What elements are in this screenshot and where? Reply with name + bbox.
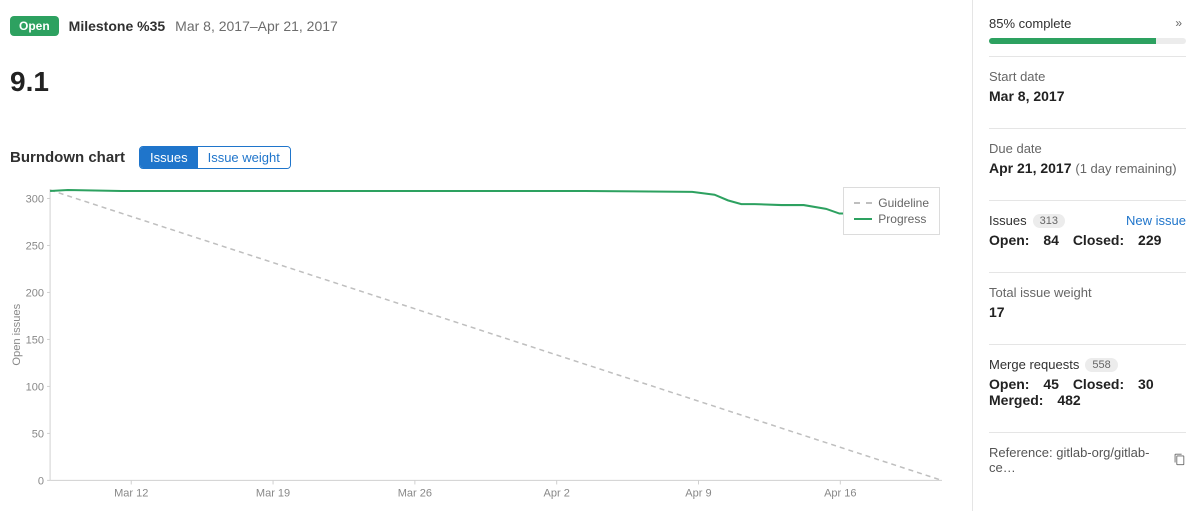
mr-count-badge: 558 <box>1085 358 1117 372</box>
issues-count-badge: 313 <box>1033 214 1065 228</box>
due-date-text: Apr 21, 2017 <box>989 160 1072 176</box>
weight-label: Total issue weight <box>989 285 1186 300</box>
legend-label-guideline: Guideline <box>878 196 929 210</box>
issues-closed-value: 229 <box>1138 232 1161 248</box>
issues-label: Issues <box>989 213 1027 228</box>
issues-closed-label: Closed: <box>1073 232 1124 248</box>
svg-text:0: 0 <box>38 475 44 487</box>
mr-merged: Merged: 482 <box>989 392 1186 408</box>
copy-reference-icon[interactable] <box>1172 452 1186 469</box>
progress-fill <box>989 38 1156 44</box>
percent-complete-row: 85% complete » <box>989 14 1186 32</box>
chart-header: Burndown chart Issues Issue weight <box>10 146 952 169</box>
issues-breakdown: Open: 84 Closed: 229 <box>989 232 1186 248</box>
main-content: Open Milestone %35 Mar 8, 2017–Apr 21, 2… <box>0 0 972 511</box>
milestone-label: Milestone %35 <box>69 18 165 34</box>
svg-text:Mar 19: Mar 19 <box>256 488 290 500</box>
progress-bar <box>989 38 1186 44</box>
mr-closed-value: 30 <box>1138 376 1154 392</box>
legend-label-progress: Progress <box>878 212 926 226</box>
mr-label: Merge requests <box>989 357 1079 372</box>
tab-issues[interactable]: Issues <box>140 147 198 168</box>
svg-text:Open issues: Open issues <box>11 303 23 365</box>
chart-legend: Guideline Progress <box>843 187 940 235</box>
svg-text:Mar 26: Mar 26 <box>398 488 432 500</box>
merge-requests-section: Merge requests 558 Open: 45 Closed: 30 M… <box>989 344 1186 420</box>
mr-merged-value: 482 <box>1057 392 1080 408</box>
start-date-section: Start date Mar 8, 2017 <box>989 56 1186 116</box>
legend-swatch-guideline <box>854 202 872 204</box>
svg-text:Apr 2: Apr 2 <box>544 488 570 500</box>
svg-text:Apr 16: Apr 16 <box>824 488 856 500</box>
issues-open-label: Open: <box>989 232 1029 248</box>
legend-swatch-progress <box>854 218 872 220</box>
mr-closed-label: Closed: <box>1073 376 1124 392</box>
svg-text:200: 200 <box>26 287 44 299</box>
milestone-header: Open Milestone %35 Mar 8, 2017–Apr 21, 2… <box>10 16 952 36</box>
burndown-chart: 0 50 100 150 200 250 300 Open issues Mar 12 Mar 1… <box>10 181 952 505</box>
collapse-sidebar-icon[interactable]: » <box>1171 14 1186 32</box>
mr-head: Merge requests 558 <box>989 357 1186 372</box>
start-date-label: Start date <box>989 69 1186 84</box>
issues-head: Issues 313 New issue <box>989 213 1186 228</box>
tab-issue-weight[interactable]: Issue weight <box>198 147 290 168</box>
weight-value: 17 <box>989 304 1186 320</box>
svg-text:Apr 9: Apr 9 <box>685 488 711 500</box>
burndown-chart-svg: 0 50 100 150 200 250 300 Open issues Mar 12 Mar 1… <box>10 181 952 505</box>
mr-breakdown: Open: 45 Closed: 30 <box>989 376 1186 392</box>
svg-text:150: 150 <box>26 334 44 346</box>
issues-open-value: 84 <box>1043 232 1059 248</box>
svg-text:300: 300 <box>26 193 44 205</box>
weight-section: Total issue weight 17 <box>989 272 1186 332</box>
status-badge: Open <box>10 16 59 36</box>
issues-section: Issues 313 New issue Open: 84 Closed: 22… <box>989 200 1186 260</box>
reference-text: Reference: gitlab-org/gitlab-ce… <box>989 445 1172 475</box>
percent-complete-text: 85% complete <box>989 16 1071 31</box>
svg-text:250: 250 <box>26 240 44 252</box>
due-date-remaining: (1 day remaining) <box>1075 161 1176 176</box>
sidebar: 85% complete » Start date Mar 8, 2017 Du… <box>972 0 1200 511</box>
milestone-title: 9.1 <box>10 66 952 98</box>
due-date-label: Due date <box>989 141 1186 156</box>
svg-text:Mar 12: Mar 12 <box>114 488 148 500</box>
mr-open-label: Open: <box>989 376 1029 392</box>
due-date-section: Due date Apr 21, 2017 (1 day remaining) <box>989 128 1186 188</box>
mr-open-value: 45 <box>1043 376 1059 392</box>
svg-text:50: 50 <box>32 428 44 440</box>
new-issue-link[interactable]: New issue <box>1126 213 1186 228</box>
legend-progress: Progress <box>854 212 929 226</box>
reference-section: Reference: gitlab-org/gitlab-ce… <box>989 432 1186 487</box>
legend-guideline: Guideline <box>854 196 929 210</box>
chart-tab-group: Issues Issue weight <box>139 146 291 169</box>
svg-text:100: 100 <box>26 381 44 393</box>
mr-merged-label: Merged: <box>989 392 1043 408</box>
chart-title: Burndown chart <box>10 149 125 166</box>
due-date-value: Apr 21, 2017 (1 day remaining) <box>989 160 1186 176</box>
date-range: Mar 8, 2017–Apr 21, 2017 <box>175 18 338 34</box>
start-date-value: Mar 8, 2017 <box>989 88 1186 104</box>
